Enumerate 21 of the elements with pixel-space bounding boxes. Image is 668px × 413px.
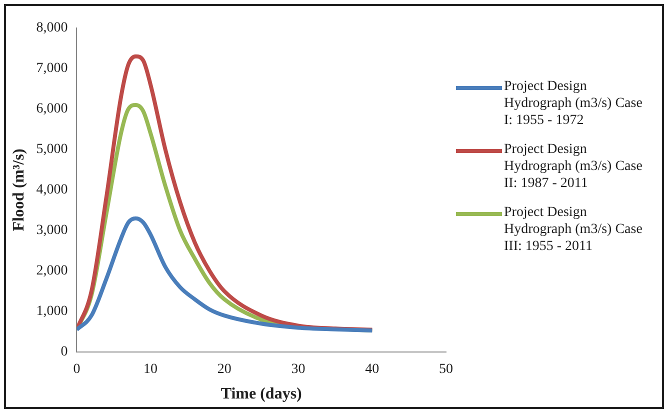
y-tick-label: 2,000 [36, 264, 68, 279]
x-tick-label: 20 [217, 362, 232, 378]
y-tick-label: 8,000 [36, 20, 68, 36]
y-tick-label: 7,000 [36, 61, 68, 76]
y-axis-title: Flood (m³/s) [10, 148, 28, 232]
y-tick-label: 1,000 [36, 304, 68, 320]
x-tick-label: 40 [365, 362, 380, 378]
legend-label: Project Design Hydrograph (m3/s) Case III: 1955 - 2011 [504, 204, 644, 255]
x-tick-label: 30 [291, 362, 306, 378]
y-tick-label: 3,000 [36, 223, 68, 238]
y-tick-label: 6,000 [36, 102, 68, 117]
y-tick-label: 4,000 [36, 182, 68, 198]
x-tick-label: 0 [73, 362, 80, 378]
legend-label: Project Design Hydrograph (m3/s) Case I: 1955 - 1972 [504, 78, 644, 129]
legend-label: Project Design Hydrograph (m3/s) Case II: 1987 - 2011 [504, 141, 644, 192]
x-tick-label: 50 [439, 362, 453, 378]
y-tick-label: 0 [60, 344, 68, 360]
y-tick-label: 5,000 [36, 142, 68, 158]
x-axis-title: Time (days) [220, 386, 302, 403]
x-tick-label: 10 [144, 362, 158, 378]
line-series [76, 216, 374, 333]
